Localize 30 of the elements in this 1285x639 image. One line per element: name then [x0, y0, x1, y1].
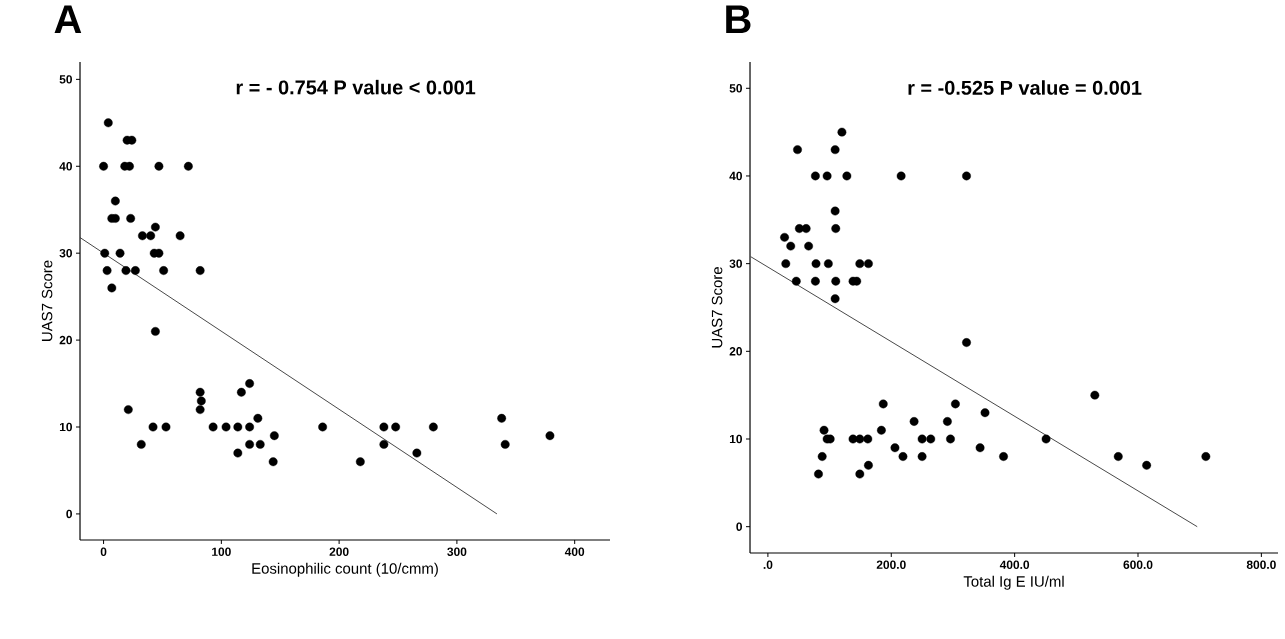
chart-title: B	[726, 5, 751, 33]
y-tick-label: 40	[59, 162, 72, 171]
annotation: r = -0.525 P value = 0.001	[908, 80, 1142, 95]
y-tick-label: 0	[66, 509, 72, 519]
y-tick-label: 10	[729, 434, 742, 444]
y-tick-label: 40	[729, 171, 742, 181]
y-tick-label: 10	[59, 422, 72, 432]
x-tick-label: .0	[763, 560, 773, 569]
x-tick-label: 200.0	[876, 560, 906, 569]
x-tick-label: 0	[100, 547, 107, 556]
annotation: r = - 0.754 P value < 0.001	[236, 79, 476, 95]
x-tick-label: 400	[564, 547, 585, 556]
x-tick-label: 800.0	[1246, 560, 1276, 569]
y-tick-label: 30	[729, 259, 742, 268]
x-tick-label: 200	[329, 547, 349, 556]
x-tick-label: 400.0	[999, 560, 1030, 569]
x-axis-title: Total Ig E IU/ml	[963, 575, 1064, 590]
x-tick-label: 300	[447, 547, 467, 556]
x-axis-title: Eosinophilic count (10/cmm)	[252, 562, 438, 577]
y-tick-label: 20	[59, 335, 72, 345]
y-tick-label: 30	[59, 248, 72, 258]
x-tick-label: 100	[212, 547, 231, 556]
y-tick-label: 0	[736, 522, 742, 531]
y-tick-label: 50	[729, 84, 742, 93]
x-tick-label: 600.0	[1123, 560, 1153, 569]
y-axis-title: UAS7 Score	[711, 267, 723, 348]
y-axis-title: UAS7 Score	[41, 260, 53, 341]
chart-title: A	[54, 5, 82, 33]
y-tick-label: 50	[59, 75, 72, 84]
y-tick-label: 20	[729, 347, 742, 356]
